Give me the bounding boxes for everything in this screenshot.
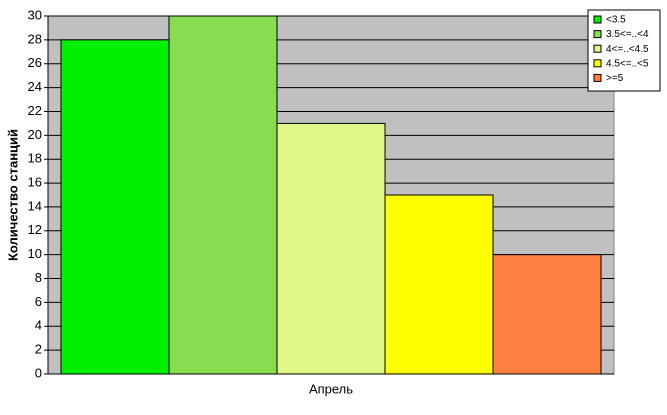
- bar: [276, 122, 386, 375]
- legend-swatch: [593, 59, 602, 68]
- y-tick-label: 12: [28, 222, 42, 237]
- bar: [384, 194, 494, 375]
- y-tick-label: 24: [28, 79, 42, 94]
- y-tick-label: 30: [28, 7, 42, 22]
- legend-swatch: [593, 15, 602, 24]
- legend-label: 3.5<=..<4: [606, 29, 649, 40]
- y-tick-label: 4: [35, 318, 42, 333]
- x-tick-label: Апрель: [309, 381, 353, 396]
- legend-swatch: [593, 30, 602, 39]
- y-tick-label: 14: [28, 198, 42, 213]
- legend-label: >=5: [606, 73, 624, 84]
- bar: [492, 254, 602, 375]
- y-tick-label: 8: [35, 270, 42, 285]
- bar: [60, 39, 170, 375]
- y-tick-label: 26: [28, 55, 42, 70]
- bar: [168, 15, 278, 375]
- y-tick-label: 20: [28, 127, 42, 142]
- y-tick-label: 28: [28, 31, 42, 46]
- legend-swatch: [593, 44, 602, 53]
- legend-label: 4.5<=..<5: [606, 58, 649, 69]
- legend-label: 4<=..<4.5: [606, 44, 649, 55]
- y-tick-label: 18: [28, 151, 42, 166]
- y-tick-label: 0: [35, 365, 42, 380]
- y-tick-label: 10: [28, 246, 42, 261]
- legend-label: <3.5: [606, 15, 626, 26]
- y-tick-label: 22: [28, 103, 42, 118]
- y-tick-label: 6: [35, 294, 42, 309]
- y-tick-label: 2: [35, 342, 42, 357]
- legend-swatch: [593, 73, 602, 82]
- y-tick-label: 16: [28, 175, 42, 190]
- y-axis-title: Количество станций: [5, 129, 20, 261]
